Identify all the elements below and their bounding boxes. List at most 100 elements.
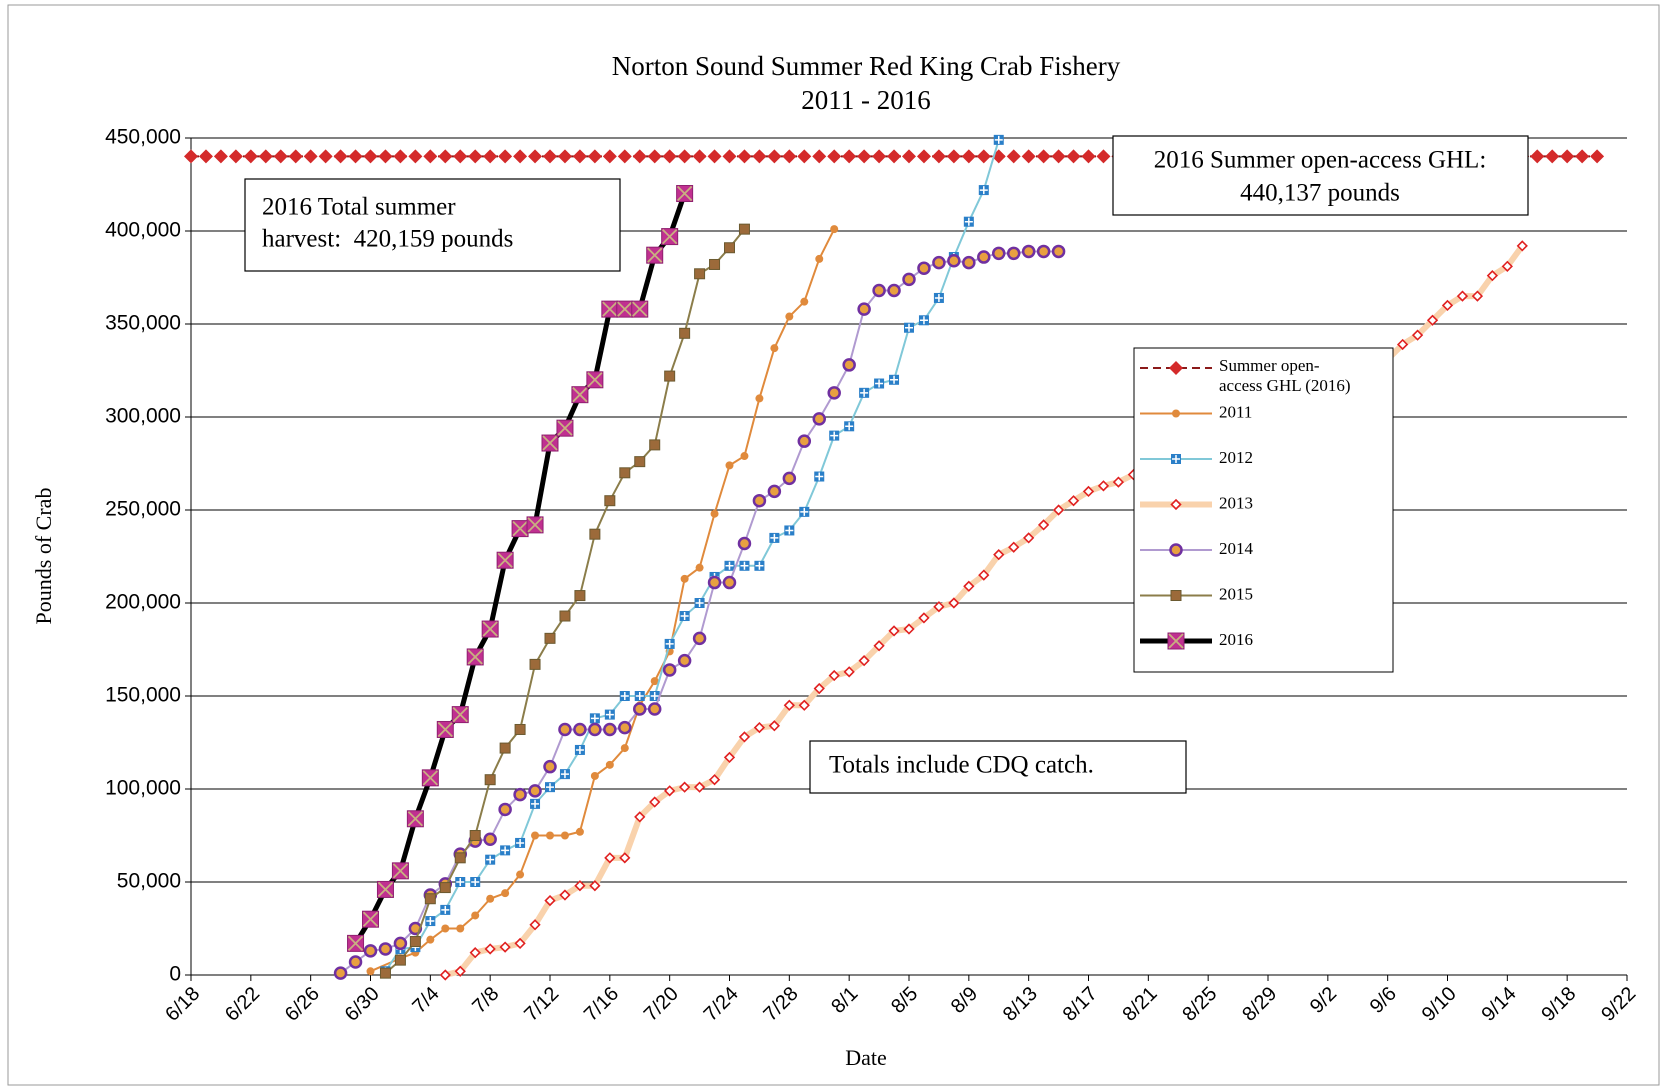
data-point [694,268,706,280]
legend-label: 2016 [1219,630,1253,649]
data-point [1066,149,1081,164]
data-point [604,709,615,720]
data-point [755,394,764,403]
data-point [409,936,421,948]
data-point [662,149,677,164]
data-point [859,387,870,398]
marker-plus [740,561,749,570]
data-point [872,283,886,298]
data-point [725,461,734,470]
data-point [454,852,466,864]
data-point [573,722,587,737]
data-point [436,720,454,738]
data-point [993,549,1005,561]
y-axis-label: Pounds of Crab [31,488,56,625]
data-point [1051,244,1066,259]
legend-label: Summer open-access GHL (2016) [1219,356,1351,395]
data-point [889,374,900,385]
data-point [421,769,439,787]
data-point [633,702,647,716]
data-point [303,149,318,164]
data-point [677,149,692,164]
data-point [589,528,601,540]
data-point [590,771,599,780]
data-point [620,744,629,753]
y-tick-label: 50,000 [117,870,181,893]
marker-x [452,706,468,723]
data-point [707,575,722,590]
data-point [469,947,481,959]
marker-plus [800,507,809,516]
data-point [649,439,661,451]
data-point [798,699,810,711]
data-point [556,419,574,437]
y-tick-label: 350,000 [105,312,181,335]
data-point [468,149,483,164]
marker-plus [919,316,928,325]
data-point [571,386,589,404]
legend-label-line: access GHL (2016) [1219,376,1351,395]
marker-plus [815,472,824,481]
marker-plus [725,561,734,570]
data-point [423,149,438,164]
annotation-text: 2016 Summer open-access GHL: [1154,147,1487,174]
marker-plus [875,379,884,388]
data-point [916,149,931,164]
data-point [1008,541,1020,553]
data-point [828,669,840,682]
marker-x [392,863,409,879]
data-point [827,149,842,164]
data-point [499,941,511,953]
data-point [677,653,692,668]
data-point [962,255,976,270]
marker-x [557,420,573,436]
data-point [844,421,855,432]
data-point [529,919,541,931]
marker-x [497,552,513,568]
data-point [738,223,750,235]
data-point [1456,290,1469,302]
legend-marker [1170,498,1182,511]
data-point [784,525,795,536]
data-point [692,631,707,646]
data-point [574,590,586,602]
data-point [393,936,408,951]
data-point [664,638,675,649]
data-point [545,782,555,793]
marker-plus [456,878,465,886]
data-point [708,774,721,786]
marker-x [347,935,364,952]
data-point [1023,532,1035,544]
data-point [453,149,468,164]
data-point [486,894,495,903]
y-tick-label: 200,000 [105,591,181,614]
marker-plus [905,323,913,332]
data-point [589,713,600,724]
y-tick-label: 450,000 [105,126,181,149]
marker-plus [441,905,450,914]
marker-x [587,372,603,388]
data-point [932,255,946,270]
marker-x [407,811,424,827]
data-point [694,598,705,608]
data-point [646,246,664,264]
data-point [858,655,870,667]
data-point [631,300,649,318]
data-point [947,254,961,268]
data-point [978,185,989,196]
data-point [531,831,540,840]
data-point [872,149,887,164]
data-point [740,452,749,461]
data-point [572,149,587,164]
data-point [1575,149,1590,164]
data-point [484,943,496,955]
data-point [931,149,946,164]
legend-marker [1169,543,1183,557]
data-point [439,969,451,981]
legend-label: 2015 [1219,584,1253,603]
data-point [634,811,646,823]
data-point [543,759,557,774]
data-point [273,149,288,164]
legend-marker [1167,632,1185,650]
data-point [426,935,435,944]
